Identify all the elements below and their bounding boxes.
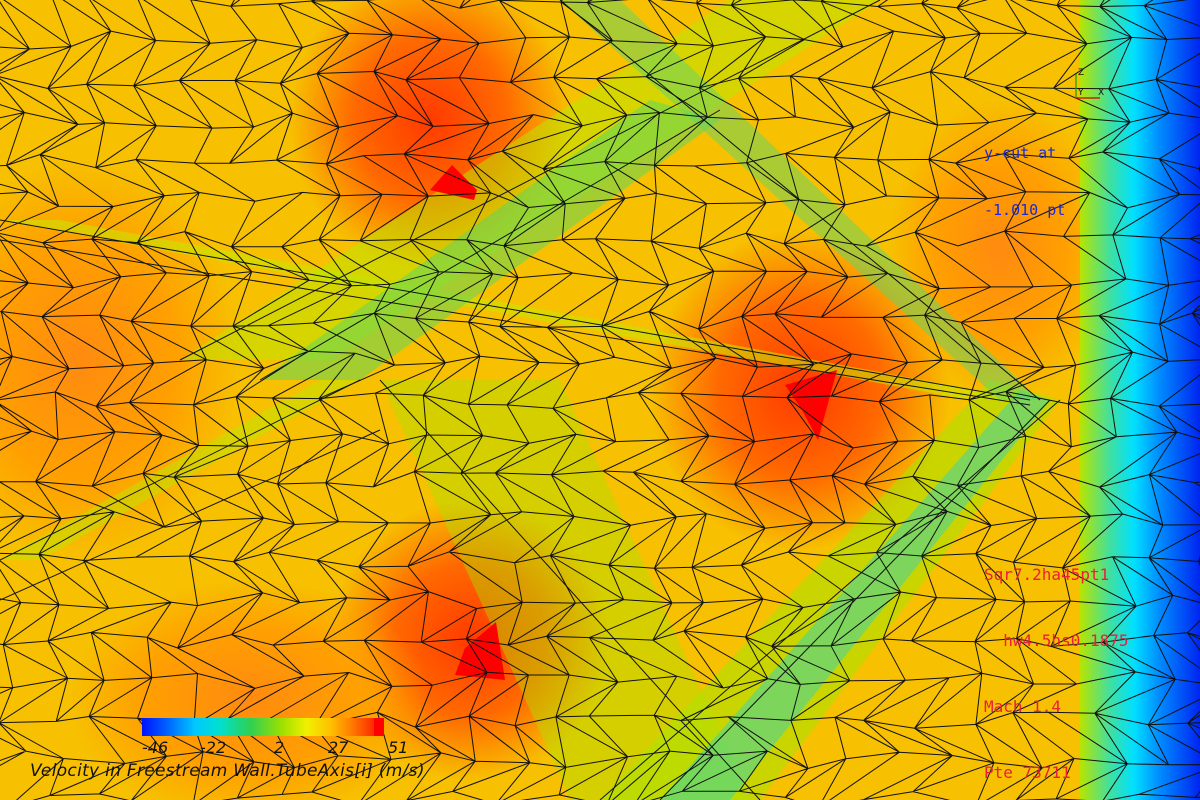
legend-tick-min: -46 — [142, 738, 169, 757]
run-info-line: Sqr7.2ha45pt1 — [984, 565, 1110, 584]
legend-title: Velocity in Freestream Wall.TubeAxis[i] … — [30, 761, 425, 781]
cut-label-line1: y-cut at — [984, 144, 1057, 162]
mesh-shock-line — [259, 109, 721, 381]
mesh-shock-line — [179, 0, 881, 361]
legend-tick: -22 — [200, 738, 227, 757]
axes-triad-icon[interactable]: Z Y X — [1068, 66, 1108, 106]
legend-tick: 2 — [274, 738, 285, 757]
colorbar-max-swatch — [374, 718, 384, 736]
legend-tick: 27 — [328, 738, 349, 757]
mesh-shock-line — [659, 399, 1051, 800]
warm-region — [890, 100, 1110, 400]
peak-cell — [430, 165, 477, 200]
warm-region — [70, 580, 430, 800]
mesh-shock-line — [0, 429, 381, 601]
mesh-shock-line — [0, 379, 361, 561]
run-info-line: hw4.5hs0.1875 — [984, 631, 1129, 650]
axis-y-label: Y — [1077, 88, 1084, 98]
axis-x-label: X — [1098, 88, 1104, 98]
peak-cell — [785, 370, 837, 440]
cut-label-line2: -1.010 pt — [984, 201, 1066, 219]
axis-z-label: Z — [1078, 68, 1084, 78]
run-info-line: Pte 73711 — [984, 763, 1071, 782]
cut-plane-label: y-cut at -1.010 pt — [984, 106, 1065, 258]
mesh-shock-line — [599, 399, 1061, 800]
mesh-shock-line — [559, 0, 1041, 401]
peak-cell — [455, 622, 505, 680]
mesh-shock-line — [379, 379, 761, 800]
colorbar — [142, 718, 384, 736]
mesh-shock-line — [0, 219, 1031, 401]
legend-tick-max: 51 — [388, 738, 409, 757]
run-info-line: Mach 1.4 — [984, 697, 1062, 716]
warm-region — [0, 160, 240, 560]
mesh-shock-line — [0, 239, 1031, 406]
run-parameters: Sqr7.2ha45pt1 hw4.5hs0.1875 Mach 1.4 Pte… — [984, 520, 1157, 800]
color-legend[interactable]: -46 -22 2 27 51 — [142, 718, 408, 758]
